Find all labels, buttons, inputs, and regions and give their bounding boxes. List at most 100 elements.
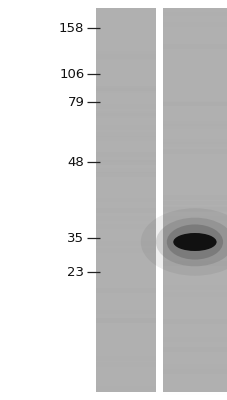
Bar <box>95 112 155 116</box>
Bar <box>95 157 155 162</box>
Text: 158: 158 <box>59 22 84 34</box>
Bar <box>95 241 155 246</box>
Bar <box>95 378 155 382</box>
Ellipse shape <box>166 224 222 260</box>
Bar <box>162 347 227 352</box>
Bar <box>162 222 227 227</box>
Bar <box>162 22 227 27</box>
Bar <box>95 172 155 177</box>
Bar <box>162 382 227 387</box>
Bar <box>162 228 227 232</box>
Bar <box>95 233 155 238</box>
Bar <box>95 68 155 73</box>
Bar <box>95 133 155 138</box>
Bar <box>95 136 155 141</box>
Text: 35: 35 <box>67 232 84 244</box>
Bar <box>95 356 155 361</box>
Bar <box>95 318 155 323</box>
Bar <box>162 75 227 80</box>
Bar <box>155 8 162 392</box>
Bar <box>95 282 155 286</box>
Bar <box>162 357 227 362</box>
Bar <box>162 337 227 342</box>
Bar <box>162 99 227 104</box>
Bar <box>95 114 155 118</box>
Bar <box>95 54 155 59</box>
Bar <box>95 362 155 367</box>
Bar <box>162 275 227 280</box>
Bar <box>162 161 227 166</box>
Bar <box>162 310 227 314</box>
Bar <box>95 243 155 248</box>
Bar <box>162 212 227 217</box>
Bar <box>95 208 155 213</box>
Bar <box>162 244 227 249</box>
Bar <box>162 207 227 212</box>
Bar <box>95 386 155 390</box>
Bar <box>95 72 155 76</box>
Bar <box>162 208 227 213</box>
Bar <box>162 102 227 106</box>
Bar <box>162 142 227 147</box>
Bar <box>95 364 155 368</box>
Bar <box>162 243 227 248</box>
Bar <box>162 149 227 154</box>
Bar <box>162 260 227 265</box>
Bar <box>162 101 227 106</box>
Bar <box>95 74 155 79</box>
Bar <box>95 163 155 168</box>
Bar <box>162 365 227 370</box>
Text: 23: 23 <box>67 266 84 278</box>
Bar <box>162 364 227 369</box>
Bar <box>162 286 227 290</box>
Bar <box>95 380 155 385</box>
Bar <box>95 22 155 27</box>
Bar <box>162 385 227 390</box>
Bar <box>162 230 227 235</box>
Bar <box>162 319 227 324</box>
Bar <box>162 379 227 384</box>
Bar <box>162 280 227 285</box>
Bar <box>162 20 227 24</box>
Bar <box>95 382 155 387</box>
Bar <box>95 132 155 137</box>
Bar <box>162 200 227 205</box>
Bar <box>95 340 155 344</box>
Bar <box>162 254 227 259</box>
Bar <box>162 8 227 392</box>
Bar <box>162 195 227 200</box>
Bar <box>95 45 155 50</box>
Bar <box>95 104 155 108</box>
Bar <box>95 88 155 93</box>
Ellipse shape <box>173 233 216 251</box>
Bar <box>95 216 155 221</box>
Bar <box>162 268 227 273</box>
Bar <box>95 262 155 267</box>
Bar <box>95 50 155 55</box>
Bar <box>162 369 227 374</box>
Bar <box>95 304 155 309</box>
Bar <box>95 160 155 164</box>
Bar <box>162 319 227 324</box>
Bar <box>162 35 227 40</box>
Bar <box>162 206 227 211</box>
Bar <box>162 216 227 221</box>
Bar <box>162 219 227 224</box>
Bar <box>162 12 227 16</box>
Bar <box>95 55 155 60</box>
Bar <box>95 125 155 130</box>
Text: 106: 106 <box>59 68 84 80</box>
Bar <box>162 329 227 334</box>
Bar <box>162 121 227 126</box>
Bar <box>95 168 155 173</box>
Bar <box>95 16 155 21</box>
Bar <box>162 347 227 352</box>
Bar <box>162 124 227 129</box>
Bar <box>95 318 155 323</box>
Bar <box>162 111 227 116</box>
Text: 48: 48 <box>67 156 84 168</box>
Bar <box>95 13 155 18</box>
Bar <box>95 198 155 202</box>
Bar <box>95 166 155 171</box>
Bar <box>95 97 155 102</box>
